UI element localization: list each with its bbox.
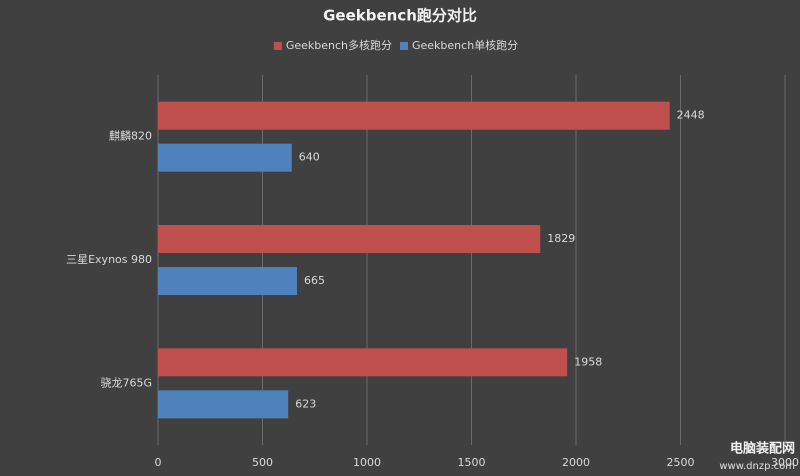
bar: [158, 225, 541, 253]
value-label: 623: [295, 397, 316, 410]
bar: [158, 348, 568, 377]
legend-swatch: [400, 42, 408, 50]
x-tick-label: 0: [155, 456, 162, 469]
value-label: 2448: [677, 109, 705, 122]
x-tick-label: 2000: [562, 456, 590, 469]
x-tick-label: 1000: [353, 456, 381, 469]
bar: [158, 390, 289, 419]
bar: [158, 101, 670, 130]
legend-swatch: [273, 42, 282, 50]
y-tick-label: 麒麟820: [109, 129, 152, 143]
value-label: 640: [299, 151, 320, 164]
value-label: 1829: [547, 232, 575, 245]
value-label: 665: [304, 274, 325, 287]
x-tick-label: 2500: [667, 456, 695, 469]
x-tick-label: 1500: [458, 456, 486, 469]
y-tick-label: 三星Exynos 980: [66, 253, 152, 266]
legend-label: Geekbench单核跑分: [412, 38, 518, 52]
value-label: 1958: [574, 355, 602, 368]
watermark-url: www.dnzp.com: [719, 461, 795, 472]
watermark-site: 电脑装配网: [730, 441, 795, 457]
x-tick-label: 500: [252, 456, 273, 469]
chart-title: Geekbench跑分对比: [323, 7, 477, 25]
bar: [158, 143, 292, 172]
y-tick-label: 骁龙765G: [100, 375, 152, 389]
x-tick-label: 3000: [771, 456, 799, 469]
bar: [158, 267, 297, 295]
legend-label: Geekbench多核跑分: [286, 38, 392, 52]
